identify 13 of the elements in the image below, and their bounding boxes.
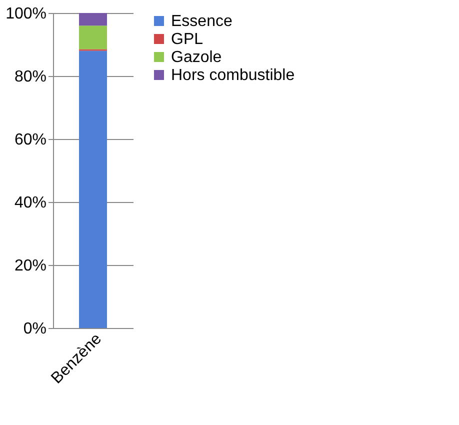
y-tick-label: 20% [14,258,46,274]
bar [79,13,107,26]
legend-label: Gazole [171,49,222,66]
y-tick-label: 100% [6,6,46,22]
y-tick-label: 80% [14,68,46,86]
bar [79,26,107,50]
bar [79,50,107,328]
legend-label: Essence [171,13,232,30]
legend-label: Hors combustible [171,67,295,84]
y-tick-label: 60% [14,132,46,148]
legend-label: GPL [171,31,204,48]
y-tick-label: 0% [23,320,46,338]
y-tick-label: 40% [14,194,46,212]
